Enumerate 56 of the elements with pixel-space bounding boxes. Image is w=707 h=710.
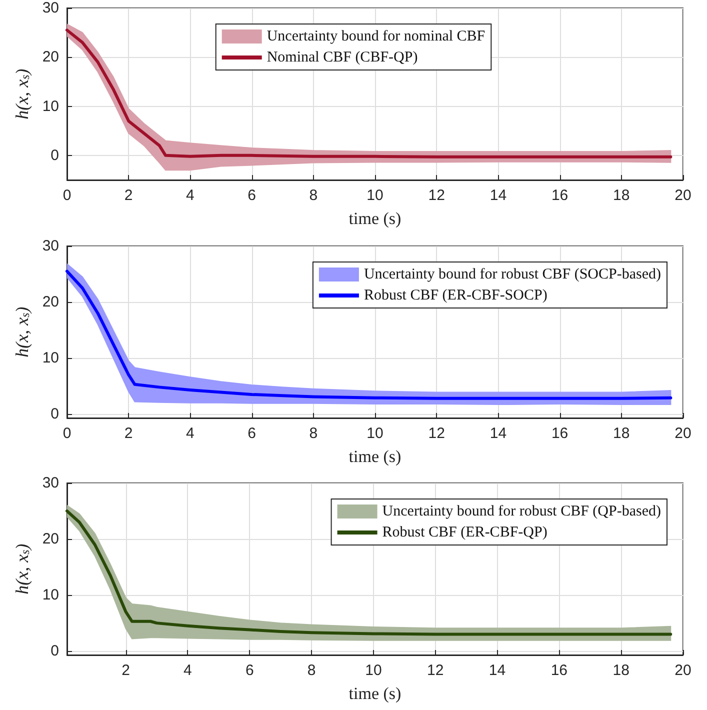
annotation: Uncertainty bound for robust CBF (SOCP-based) bbox=[364, 266, 662, 282]
x-tick-label: 20 bbox=[674, 187, 692, 204]
x-tick-label: 14 bbox=[488, 662, 506, 679]
x-tick-label: 16 bbox=[550, 662, 568, 679]
x-tick-label: 6 bbox=[248, 187, 256, 204]
x-tick-label: 12 bbox=[428, 187, 445, 204]
y-tick-label: 0 bbox=[50, 406, 59, 423]
x-tick-label: 12 bbox=[427, 662, 444, 679]
x-tick-label: 16 bbox=[551, 425, 568, 442]
x-tick-label: 20 bbox=[674, 662, 692, 679]
y-axis-title: h(x, xs) bbox=[12, 68, 32, 120]
y-axis-title: h(x, xs) bbox=[12, 306, 32, 358]
x-tick-label: 14 bbox=[490, 187, 507, 204]
x-tick-label: 2 bbox=[124, 425, 133, 442]
y-tick-label: 10 bbox=[42, 98, 59, 115]
x-tick-label: 20 bbox=[674, 425, 692, 442]
x-tick-label: 18 bbox=[613, 187, 630, 204]
x-tick-label: 2 bbox=[124, 187, 133, 204]
x-tick-label: 0 bbox=[62, 187, 72, 204]
x-tick-label: 18 bbox=[612, 662, 630, 679]
x-tick-label: 12 bbox=[428, 425, 445, 442]
x-tick-label: 8 bbox=[309, 187, 318, 204]
annotation: Uncertainty bound for robust CBF (QP-based) bbox=[382, 504, 662, 520]
x-axis-title: time (s) bbox=[348, 209, 402, 228]
x-tick-label: 18 bbox=[613, 425, 630, 442]
x-tick-label: 14 bbox=[490, 425, 507, 442]
y-tick-label: 20 bbox=[42, 48, 59, 66]
legend-label: Robust CBF (ER-CBF-SOCP) bbox=[364, 288, 548, 304]
x-tick-label: 4 bbox=[184, 662, 192, 679]
x-tick-label: 6 bbox=[245, 662, 254, 679]
x-tick-label: 10 bbox=[366, 425, 384, 442]
y-tick-label: 20 bbox=[42, 294, 59, 311]
x-tick-label: 6 bbox=[248, 425, 256, 442]
y-tick-label: 0 bbox=[50, 642, 59, 660]
x-axis-title: time (s) bbox=[348, 447, 402, 466]
x-tick-label: 0 bbox=[62, 425, 72, 442]
legend-label: Robust CBF (ER-CBF-QP) bbox=[382, 524, 548, 540]
x-tick-label: 10 bbox=[366, 187, 384, 204]
legend-label: Nominal CBF (CBF-QP) bbox=[266, 50, 418, 66]
x-tick-label: 8 bbox=[307, 662, 316, 679]
x-tick-label: 4 bbox=[186, 425, 194, 442]
x-axis-title: time (s) bbox=[348, 684, 402, 703]
x-tick-label: 10 bbox=[365, 662, 382, 679]
annotation: Uncertainty bound for nominal CBF bbox=[266, 28, 486, 44]
y-tick-label: 30 bbox=[42, 238, 59, 254]
y-tick-label: 10 bbox=[42, 586, 59, 604]
x-tick-label: 16 bbox=[551, 187, 568, 204]
y-axis-title: h(x, xs) bbox=[12, 544, 32, 594]
y-tick-label: 0 bbox=[50, 146, 59, 164]
x-tick-label: 2 bbox=[122, 662, 130, 679]
y-tick-label: 10 bbox=[42, 350, 59, 367]
y-tick-label: 30 bbox=[42, 0, 59, 16]
x-tick-label: 4 bbox=[186, 187, 194, 204]
y-tick-label: 30 bbox=[42, 474, 59, 492]
x-tick-label: 8 bbox=[309, 425, 318, 442]
y-tick-label: 20 bbox=[42, 530, 59, 548]
